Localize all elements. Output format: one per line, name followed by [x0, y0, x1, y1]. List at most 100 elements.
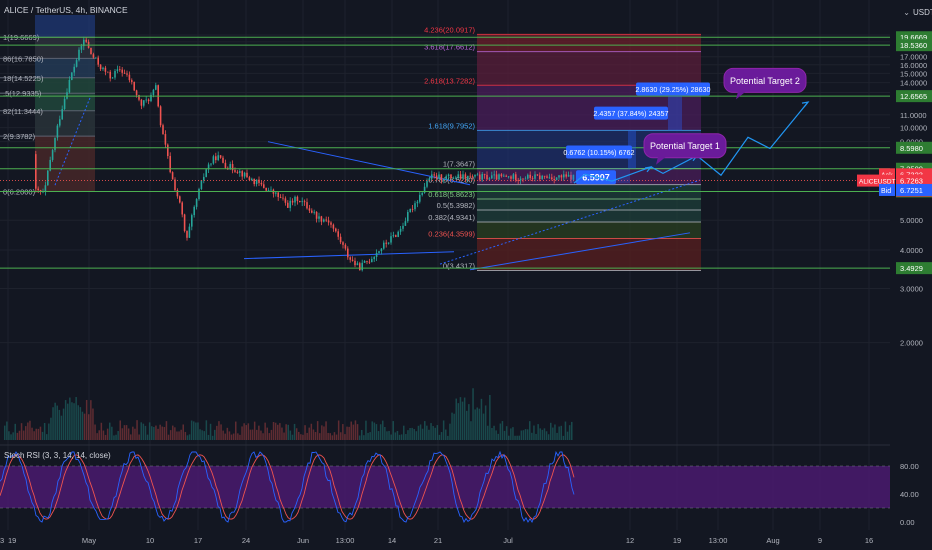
- volume-bar: [529, 421, 531, 440]
- volume-bar: [67, 403, 69, 440]
- price-axis[interactable]: 20.000019.000017.000016.000015.000014.00…: [857, 0, 932, 550]
- candle-body: [503, 175, 505, 177]
- target-bubble-label: Potential Target 2: [730, 76, 800, 86]
- volume-bar: [18, 430, 21, 440]
- candlestick: [438, 171, 440, 180]
- candlestick: [515, 171, 517, 183]
- volume-bar: [547, 434, 550, 440]
- volume-bar: [403, 425, 405, 440]
- volume-bar: [69, 397, 71, 440]
- candlestick: [203, 173, 205, 184]
- candle-body: [191, 215, 193, 227]
- volume-bar: [121, 428, 124, 440]
- volume-bar: [245, 425, 247, 440]
- volume-bar: [264, 422, 266, 440]
- candlestick: [356, 261, 359, 266]
- candle-body: [66, 92, 68, 99]
- volume-bar: [111, 426, 113, 440]
- volume-bar: [371, 421, 373, 440]
- candle-body: [114, 70, 116, 78]
- volume-bar: [56, 405, 58, 440]
- candle-body: [219, 155, 222, 158]
- volume-bar: [449, 423, 451, 440]
- candlestick: [536, 174, 539, 176]
- candle-body: [111, 77, 114, 79]
- volume-bar: [125, 425, 128, 440]
- time-axis-tick: 10: [146, 536, 154, 545]
- candlestick: [263, 180, 265, 189]
- candle-body: [56, 125, 59, 138]
- candle-body: [488, 178, 491, 180]
- volume-bar: [356, 424, 359, 440]
- candle-body: [308, 208, 311, 211]
- volume-bar: [358, 435, 361, 440]
- candle-body: [464, 174, 467, 179]
- candle-body: [147, 99, 150, 102]
- candlestick: [73, 63, 75, 77]
- price-axis-tick: 14.0000: [900, 79, 927, 88]
- volume-bar: [232, 433, 235, 440]
- volume-bar: [285, 424, 287, 440]
- volume-bar: [222, 430, 224, 440]
- volume-bar: [415, 431, 418, 440]
- volume-bar: [197, 422, 199, 440]
- candle-body: [131, 80, 133, 82]
- candle-body: [493, 174, 495, 176]
- candle-body: [515, 174, 517, 181]
- volume-bar: [501, 421, 504, 440]
- candlestick: [195, 198, 198, 210]
- candlestick: [500, 173, 503, 178]
- volume-bar: [172, 425, 174, 440]
- volume-bar: [571, 421, 573, 440]
- candlestick: [205, 168, 207, 178]
- candle-body: [500, 174, 503, 177]
- candlestick: [315, 211, 318, 223]
- candle-body: [543, 175, 546, 177]
- candlestick: [457, 171, 459, 180]
- candle-body: [123, 72, 126, 74]
- volume-bar: [482, 413, 485, 440]
- measurement-label: 2.8630 (29.25%) 28630: [635, 85, 710, 94]
- candle-body: [445, 176, 447, 180]
- volume-bar: [440, 432, 443, 440]
- candle-body: [440, 174, 443, 181]
- candlestick: [92, 52, 95, 59]
- candlestick: [251, 177, 253, 182]
- candle-body: [35, 154, 37, 189]
- candle-body: [467, 175, 469, 179]
- stoch-rsi-pane: [0, 450, 890, 524]
- candle-body: [109, 71, 111, 79]
- candle-body: [248, 177, 251, 181]
- candlestick: [270, 186, 272, 191]
- candlestick: [327, 216, 330, 226]
- volume-bar: [54, 402, 56, 440]
- volume-bar: [274, 422, 277, 440]
- candle-body: [498, 174, 500, 180]
- volume-bar: [367, 432, 369, 440]
- candle-body: [373, 256, 375, 260]
- time-axis-tick: 19: [673, 536, 681, 545]
- time-axis-tick: 23: [0, 536, 4, 545]
- volume-bar: [533, 425, 535, 440]
- candle-body: [119, 69, 121, 71]
- candle-body: [452, 178, 455, 179]
- currency-dropdown-icon[interactable]: ⌄: [903, 8, 910, 17]
- candle-body: [195, 199, 198, 207]
- candle-body: [572, 174, 575, 180]
- candlestick: [78, 47, 80, 62]
- candle-body: [222, 157, 224, 163]
- candle-body: [54, 137, 56, 151]
- time-axis[interactable]: 19 May 10 17 24 Jun 13:00 14 21 Jul 12 19 13:00 Aug 9 1…: [0, 530, 890, 550]
- candle-body: [183, 214, 186, 232]
- volume-bar: [537, 424, 539, 440]
- volume-bar: [302, 434, 304, 440]
- candlestick: [171, 171, 174, 180]
- volume-bar: [323, 426, 325, 440]
- volume-bar: [79, 407, 82, 440]
- candlestick: [570, 171, 572, 184]
- candle-body: [215, 156, 217, 161]
- fib-level-label: .5(12.9335): [3, 89, 42, 98]
- volume-bar: [377, 431, 380, 440]
- volume-bar: [138, 434, 140, 440]
